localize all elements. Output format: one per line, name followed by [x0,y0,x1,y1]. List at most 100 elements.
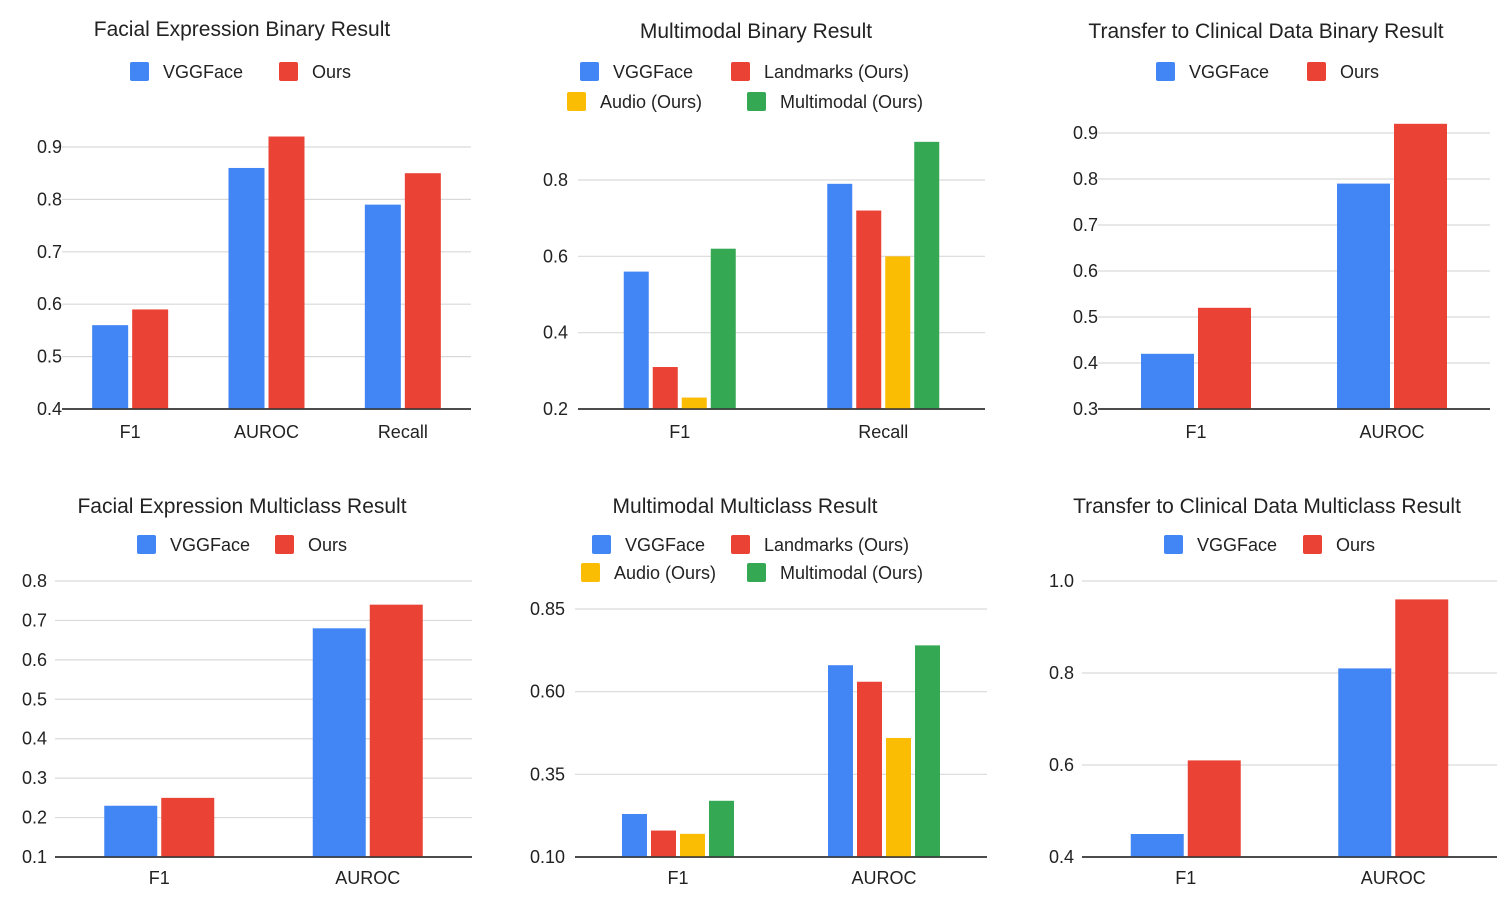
bar [161,797,215,857]
legend-label: Ours [308,535,347,555]
y-tick-label: 0.8 [37,189,62,209]
legend-swatch [731,535,750,554]
legend-label: Ours [1340,62,1379,82]
bar [1141,353,1194,409]
bar [404,173,441,409]
legend-label: VGGFace [163,62,243,82]
legend-label: Audio (Ours) [614,563,716,583]
legend-label: Ours [312,62,351,82]
bar [709,800,734,857]
legend-label: Ours [1336,535,1375,555]
legend-label: VGGFace [170,535,250,555]
bar [1395,599,1449,857]
chart-5: Multimodal Multiclass Result VGGFace Landm… [530,495,987,888]
y-tick-label: 0.4 [22,729,47,749]
x-category-label: AUROC [1359,422,1424,442]
bar [1198,307,1251,409]
bar [856,210,882,409]
legend-swatch [567,92,586,111]
chart-title: Facial Expression Multiclass Result [77,495,406,518]
x-category-label: AUROC [851,868,916,888]
bar [827,183,853,409]
legend-label: Multimodal (Ours) [780,563,923,583]
y-tick-label: 0.8 [22,571,47,591]
y-tick-label: 0.4 [543,323,568,343]
y-tick-label: 0.6 [22,650,47,670]
legend-swatch [1164,535,1183,554]
y-tick-label: 0.9 [1073,123,1098,143]
x-category-label: F1 [120,422,141,442]
bar [857,681,882,857]
bar [651,830,676,857]
legend-swatch [580,62,599,81]
y-tick-label: 0.4 [1073,353,1098,373]
y-tick-label: 0.8 [1073,169,1098,189]
chart-3: Transfer to Clinical Data Binary Result V… [1073,20,1490,442]
y-tick-label: 0.85 [530,599,565,619]
legend-swatch [731,62,750,81]
legend-swatch [581,563,600,582]
legend-swatch [275,535,294,554]
chart-title: Transfer to Clinical Data Multiclass Res… [1073,495,1461,518]
y-tick-label: 0.4 [37,399,62,419]
y-tick-label: 1.0 [1049,571,1074,591]
legend-swatch [137,535,156,554]
x-category-label: AUROC [335,868,400,888]
x-category-label: Recall [858,422,908,442]
y-tick-label: 0.7 [22,610,47,630]
y-tick-label: 0.35 [530,764,565,784]
y-tick-label: 0.9 [37,137,62,157]
bar [885,256,911,409]
bar [623,271,649,409]
legend-label: VGGFace [625,535,705,555]
y-tick-label: 0.5 [1073,307,1098,327]
y-tick-label: 0.6 [1049,755,1074,775]
y-tick-label: 0.5 [37,347,62,367]
bar [92,325,129,409]
y-tick-label: 0.2 [543,399,568,419]
legend-label: VGGFace [1197,535,1277,555]
y-tick-label: 0.7 [37,242,62,262]
x-category-label: F1 [669,422,690,442]
chart-2: Multimodal Binary Result VGGFace Landmarks… [543,20,985,442]
bar [914,141,940,410]
chart-title: Transfer to Clinical Data Binary Result [1088,20,1443,43]
bar [828,665,853,857]
legend-swatch [1307,62,1326,81]
chart-title: Facial Expression Binary Result [94,18,391,41]
y-tick-label: 0.8 [543,170,568,190]
legend-label: VGGFace [1189,62,1269,82]
bar [132,309,169,409]
y-tick-label: 0.3 [1073,399,1098,419]
chart-1: Facial Expression Binary Result VGGFace Ou… [37,18,471,442]
x-category-label: F1 [667,868,688,888]
bar [1338,668,1392,857]
y-tick-label: 0.10 [530,847,565,867]
y-tick-label: 0.6 [37,294,62,314]
bar [369,604,423,857]
y-tick-label: 0.8 [1049,663,1074,683]
legend-label: Landmarks (Ours) [764,535,909,555]
y-tick-label: 0.2 [22,808,47,828]
legend-swatch [592,535,611,554]
bar [681,397,707,409]
legend-label: Landmarks (Ours) [764,62,909,82]
y-tick-label: 0.4 [1049,847,1074,867]
legend-swatch [279,62,298,81]
y-tick-label: 0.7 [1073,215,1098,235]
x-category-label: Recall [378,422,428,442]
chart-4: Facial Expression Multiclass Result VGGFa… [22,495,472,888]
bar [1130,834,1184,857]
bar [1337,183,1390,409]
bar [1187,760,1241,857]
bar [312,628,366,857]
bar [680,833,705,857]
x-category-label: AUROC [234,422,299,442]
y-tick-label: 0.6 [1073,261,1098,281]
y-tick-label: 0.6 [543,246,568,266]
y-tick-label: 0.5 [22,689,47,709]
legend-swatch [747,563,766,582]
y-tick-label: 0.3 [22,768,47,788]
